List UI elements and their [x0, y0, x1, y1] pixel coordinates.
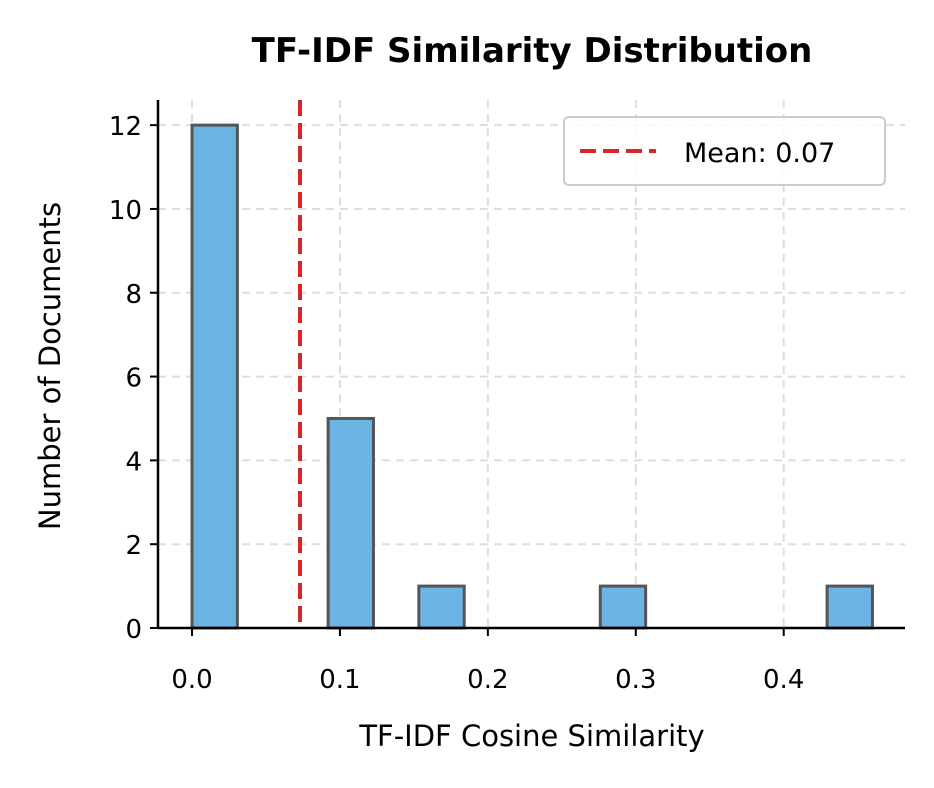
y-ticks: 0 2 4 6 8 10 12 [109, 112, 158, 645]
chart-title: TF-IDF Similarity Distribution [252, 31, 813, 71]
x-tick-label: 0.2 [467, 665, 508, 695]
histogram-bar [598, 584, 648, 630]
y-axis-label: Number of Documents [33, 202, 67, 530]
y-tick-label: 6 [125, 364, 142, 394]
x-tick-label: 0.4 [763, 665, 804, 695]
y-tick-label: 10 [109, 196, 142, 226]
bars [190, 123, 874, 630]
x-tick-label: 0.0 [171, 665, 212, 695]
y-tick-label: 8 [125, 280, 142, 310]
x-tick-label: 0.1 [319, 665, 360, 695]
x-ticks: 0.0 0.1 0.2 0.3 0.4 [171, 628, 804, 695]
y-tick-label: 0 [125, 615, 142, 645]
legend-box [563, 116, 886, 186]
legend: Mean: 0.07 [563, 116, 886, 186]
y-tick-label: 12 [109, 112, 142, 142]
histogram-bar [326, 416, 375, 630]
histogram-bar [825, 584, 874, 630]
histogram-bar [190, 123, 239, 630]
axes [156, 100, 905, 630]
x-axis-label: TF-IDF Cosine Similarity [358, 719, 704, 753]
histogram-bar [417, 584, 466, 630]
x-tick-label: 0.3 [615, 665, 656, 695]
y-tick-label: 2 [125, 531, 142, 561]
y-tick-label: 4 [125, 447, 142, 477]
legend-label: Mean: 0.07 [684, 138, 835, 169]
